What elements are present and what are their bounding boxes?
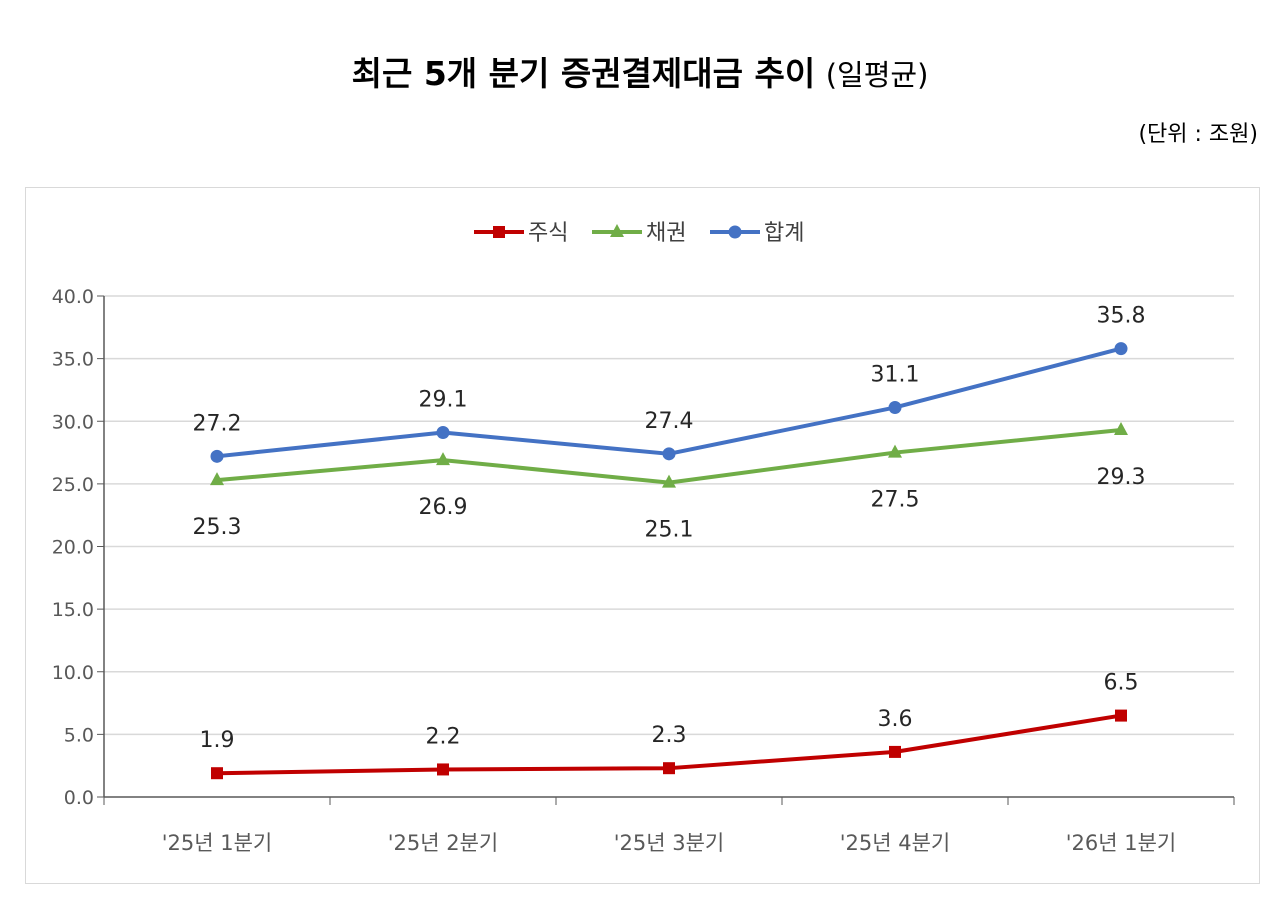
data-label: 35.8 (1097, 304, 1146, 329)
y-tick-label: 30.0 (52, 411, 94, 433)
x-tick-label: '25년 2분기 (388, 831, 499, 855)
y-tick-label: 0.0 (64, 787, 94, 809)
line-chart: 0.0 5.0 10.0 15.0 20.0 25.0 30.0 35.0 40.0 '25년 1… (52, 221, 1235, 855)
x-tick-label: '25년 1분기 (162, 831, 273, 855)
data-label: 27.4 (645, 409, 694, 434)
data-label: 27.2 (193, 411, 242, 436)
x-tick-label: '26년 1분기 (1066, 831, 1177, 855)
y-tick-label: 20.0 (52, 537, 94, 559)
title-main: 최근 5개 분기 증권결제대금 추이 (351, 54, 816, 93)
data-label: 27.5 (871, 488, 920, 513)
data-label: 25.3 (193, 515, 242, 540)
x-tick-label: '25년 3분기 (614, 831, 725, 855)
x-tick-label: '25년 4분기 (840, 831, 951, 855)
data-point-marker (210, 472, 224, 486)
y-tick-label: 10.0 (52, 662, 94, 684)
data-label: 26.9 (419, 495, 468, 520)
data-label: 29.1 (419, 388, 468, 413)
data-point-marker (1114, 422, 1128, 436)
data-label: 3.6 (878, 707, 913, 732)
data-point-marker (662, 474, 676, 488)
data-point-marker (436, 426, 450, 440)
title-suffix: (일평균) (825, 58, 929, 92)
page-title: 최근 5개 분기 증권결제대금 추이 (일평균) (0, 52, 1280, 97)
y-tick-label: 15.0 (52, 599, 94, 621)
data-label: 29.3 (1097, 465, 1146, 490)
data-label: 31.1 (871, 362, 920, 387)
legend-label: 주식 (528, 221, 568, 246)
data-point-marker (210, 449, 224, 463)
data-point-marker (889, 745, 901, 758)
series-line-합계 (216, 346, 1122, 459)
data-point-marker (436, 452, 450, 466)
y-tick-label: 35.0 (52, 349, 94, 371)
data-point-marker (1114, 342, 1128, 356)
data-label: 1.9 (200, 728, 235, 753)
data-point-marker (888, 400, 902, 414)
y-tick-label: 25.0 (52, 474, 94, 496)
legend-label: 채권 (646, 221, 686, 246)
data-point-marker (663, 762, 675, 775)
unit-note: (단위 : 조원) (1138, 122, 1258, 147)
y-tick-label: 40.0 (52, 286, 94, 308)
data-point-marker (437, 763, 449, 776)
legend-marker (610, 224, 624, 237)
data-label: 2.2 (426, 724, 461, 749)
data-point-marker (662, 447, 676, 461)
legend-marker (493, 226, 505, 238)
data-point-marker (1115, 709, 1127, 722)
legend-marker (728, 225, 742, 239)
legend-label: 합계 (764, 221, 804, 246)
y-tick-label: 5.0 (64, 724, 94, 746)
data-point-marker (211, 767, 223, 780)
data-label: 2.3 (652, 723, 687, 748)
data-label: 25.1 (645, 518, 694, 543)
chart-frame: 0.0 5.0 10.0 15.0 20.0 25.0 30.0 35.0 40.0 '25년 1… (25, 187, 1260, 884)
data-point-marker (888, 444, 902, 458)
data-label: 6.5 (1104, 671, 1139, 696)
